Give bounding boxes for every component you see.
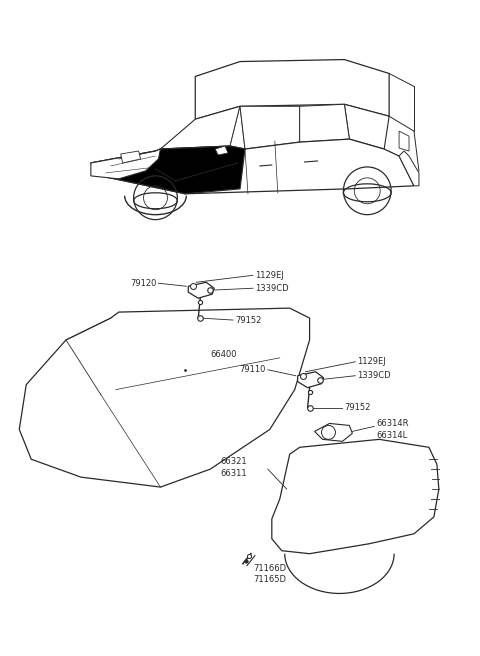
Polygon shape xyxy=(195,60,389,119)
Polygon shape xyxy=(19,308,310,487)
Polygon shape xyxy=(314,423,352,441)
Text: 66321: 66321 xyxy=(220,457,247,466)
Polygon shape xyxy=(240,106,300,149)
Polygon shape xyxy=(120,151,141,163)
Text: 79152: 79152 xyxy=(235,316,262,325)
Text: 66311: 66311 xyxy=(220,468,247,478)
Text: 79120: 79120 xyxy=(130,279,156,288)
Text: 66314L: 66314L xyxy=(376,431,408,440)
Polygon shape xyxy=(91,146,245,194)
Polygon shape xyxy=(91,149,160,179)
Polygon shape xyxy=(399,131,409,151)
Text: 71165D: 71165D xyxy=(253,575,286,584)
Text: 1129EJ: 1129EJ xyxy=(255,271,284,280)
Polygon shape xyxy=(230,106,245,149)
Text: 66400: 66400 xyxy=(210,350,237,359)
Polygon shape xyxy=(399,151,419,186)
Polygon shape xyxy=(133,197,178,206)
Polygon shape xyxy=(344,104,389,149)
Polygon shape xyxy=(188,282,214,298)
Text: 79110: 79110 xyxy=(240,365,266,375)
Text: 71166D: 71166D xyxy=(253,564,286,573)
Polygon shape xyxy=(272,440,439,554)
Polygon shape xyxy=(160,106,240,149)
Polygon shape xyxy=(91,139,414,194)
Text: 1339CD: 1339CD xyxy=(255,284,288,293)
Text: 1129EJ: 1129EJ xyxy=(357,358,386,366)
Polygon shape xyxy=(215,146,228,155)
Polygon shape xyxy=(298,372,324,388)
Polygon shape xyxy=(300,104,349,142)
Text: 66314R: 66314R xyxy=(376,419,408,428)
Text: 1339CD: 1339CD xyxy=(357,371,391,380)
Text: 79152: 79152 xyxy=(344,403,371,412)
